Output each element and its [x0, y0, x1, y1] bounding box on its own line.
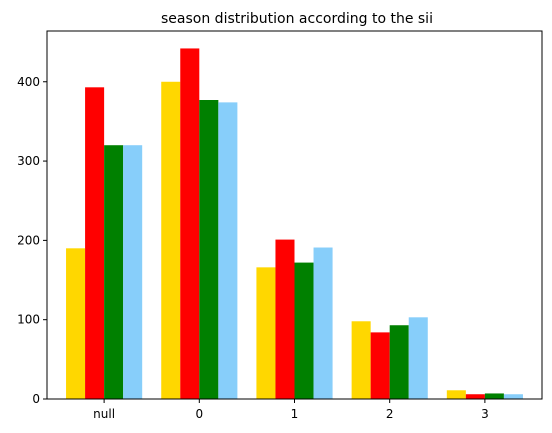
bar-2-series-1 [370, 332, 390, 399]
bar-1-series-3 [313, 247, 333, 399]
bar-null-series-2 [104, 145, 124, 399]
bar-3-series-3 [503, 394, 523, 399]
bar-0-series-2 [199, 100, 219, 399]
bar-0-series-3 [218, 102, 238, 399]
bar-1-series-2 [294, 262, 314, 399]
y-tick-label: 400 [17, 75, 40, 89]
x-tick-label-1: 1 [291, 407, 299, 421]
plot-frame [46, 30, 543, 400]
bar-3-series-0 [446, 390, 466, 399]
bar-null-series-0 [66, 248, 86, 399]
x-tick-label-2: 2 [386, 407, 394, 421]
bar-3-series-1 [465, 394, 485, 399]
bar-null-series-3 [123, 145, 143, 399]
y-tick-label: 300 [17, 154, 40, 168]
x-tick-label-0: 0 [195, 407, 203, 421]
y-tick-label: 200 [17, 233, 40, 247]
bar-2-series-0 [351, 321, 371, 399]
bar-2-series-3 [408, 317, 428, 399]
y-axis: 0 100 200 300 400 [17, 75, 47, 406]
bar-null-series-1 [85, 87, 105, 399]
bars-group [66, 48, 523, 399]
x-axis: null 0 1 2 3 [93, 399, 489, 421]
bar-1-series-1 [275, 239, 295, 399]
x-tick-label-3: 3 [481, 407, 489, 421]
y-tick-label: 0 [32, 392, 40, 406]
x-tick-label-null: null [93, 407, 115, 421]
bar-3-series-2 [484, 393, 504, 399]
y-tick-label: 100 [17, 313, 40, 327]
chart-title: season distribution according to the sii [161, 11, 433, 27]
bar-2-series-2 [389, 325, 409, 399]
bar-1-series-0 [256, 267, 276, 399]
bar-0-series-0 [161, 81, 181, 399]
bar-0-series-1 [180, 48, 200, 399]
